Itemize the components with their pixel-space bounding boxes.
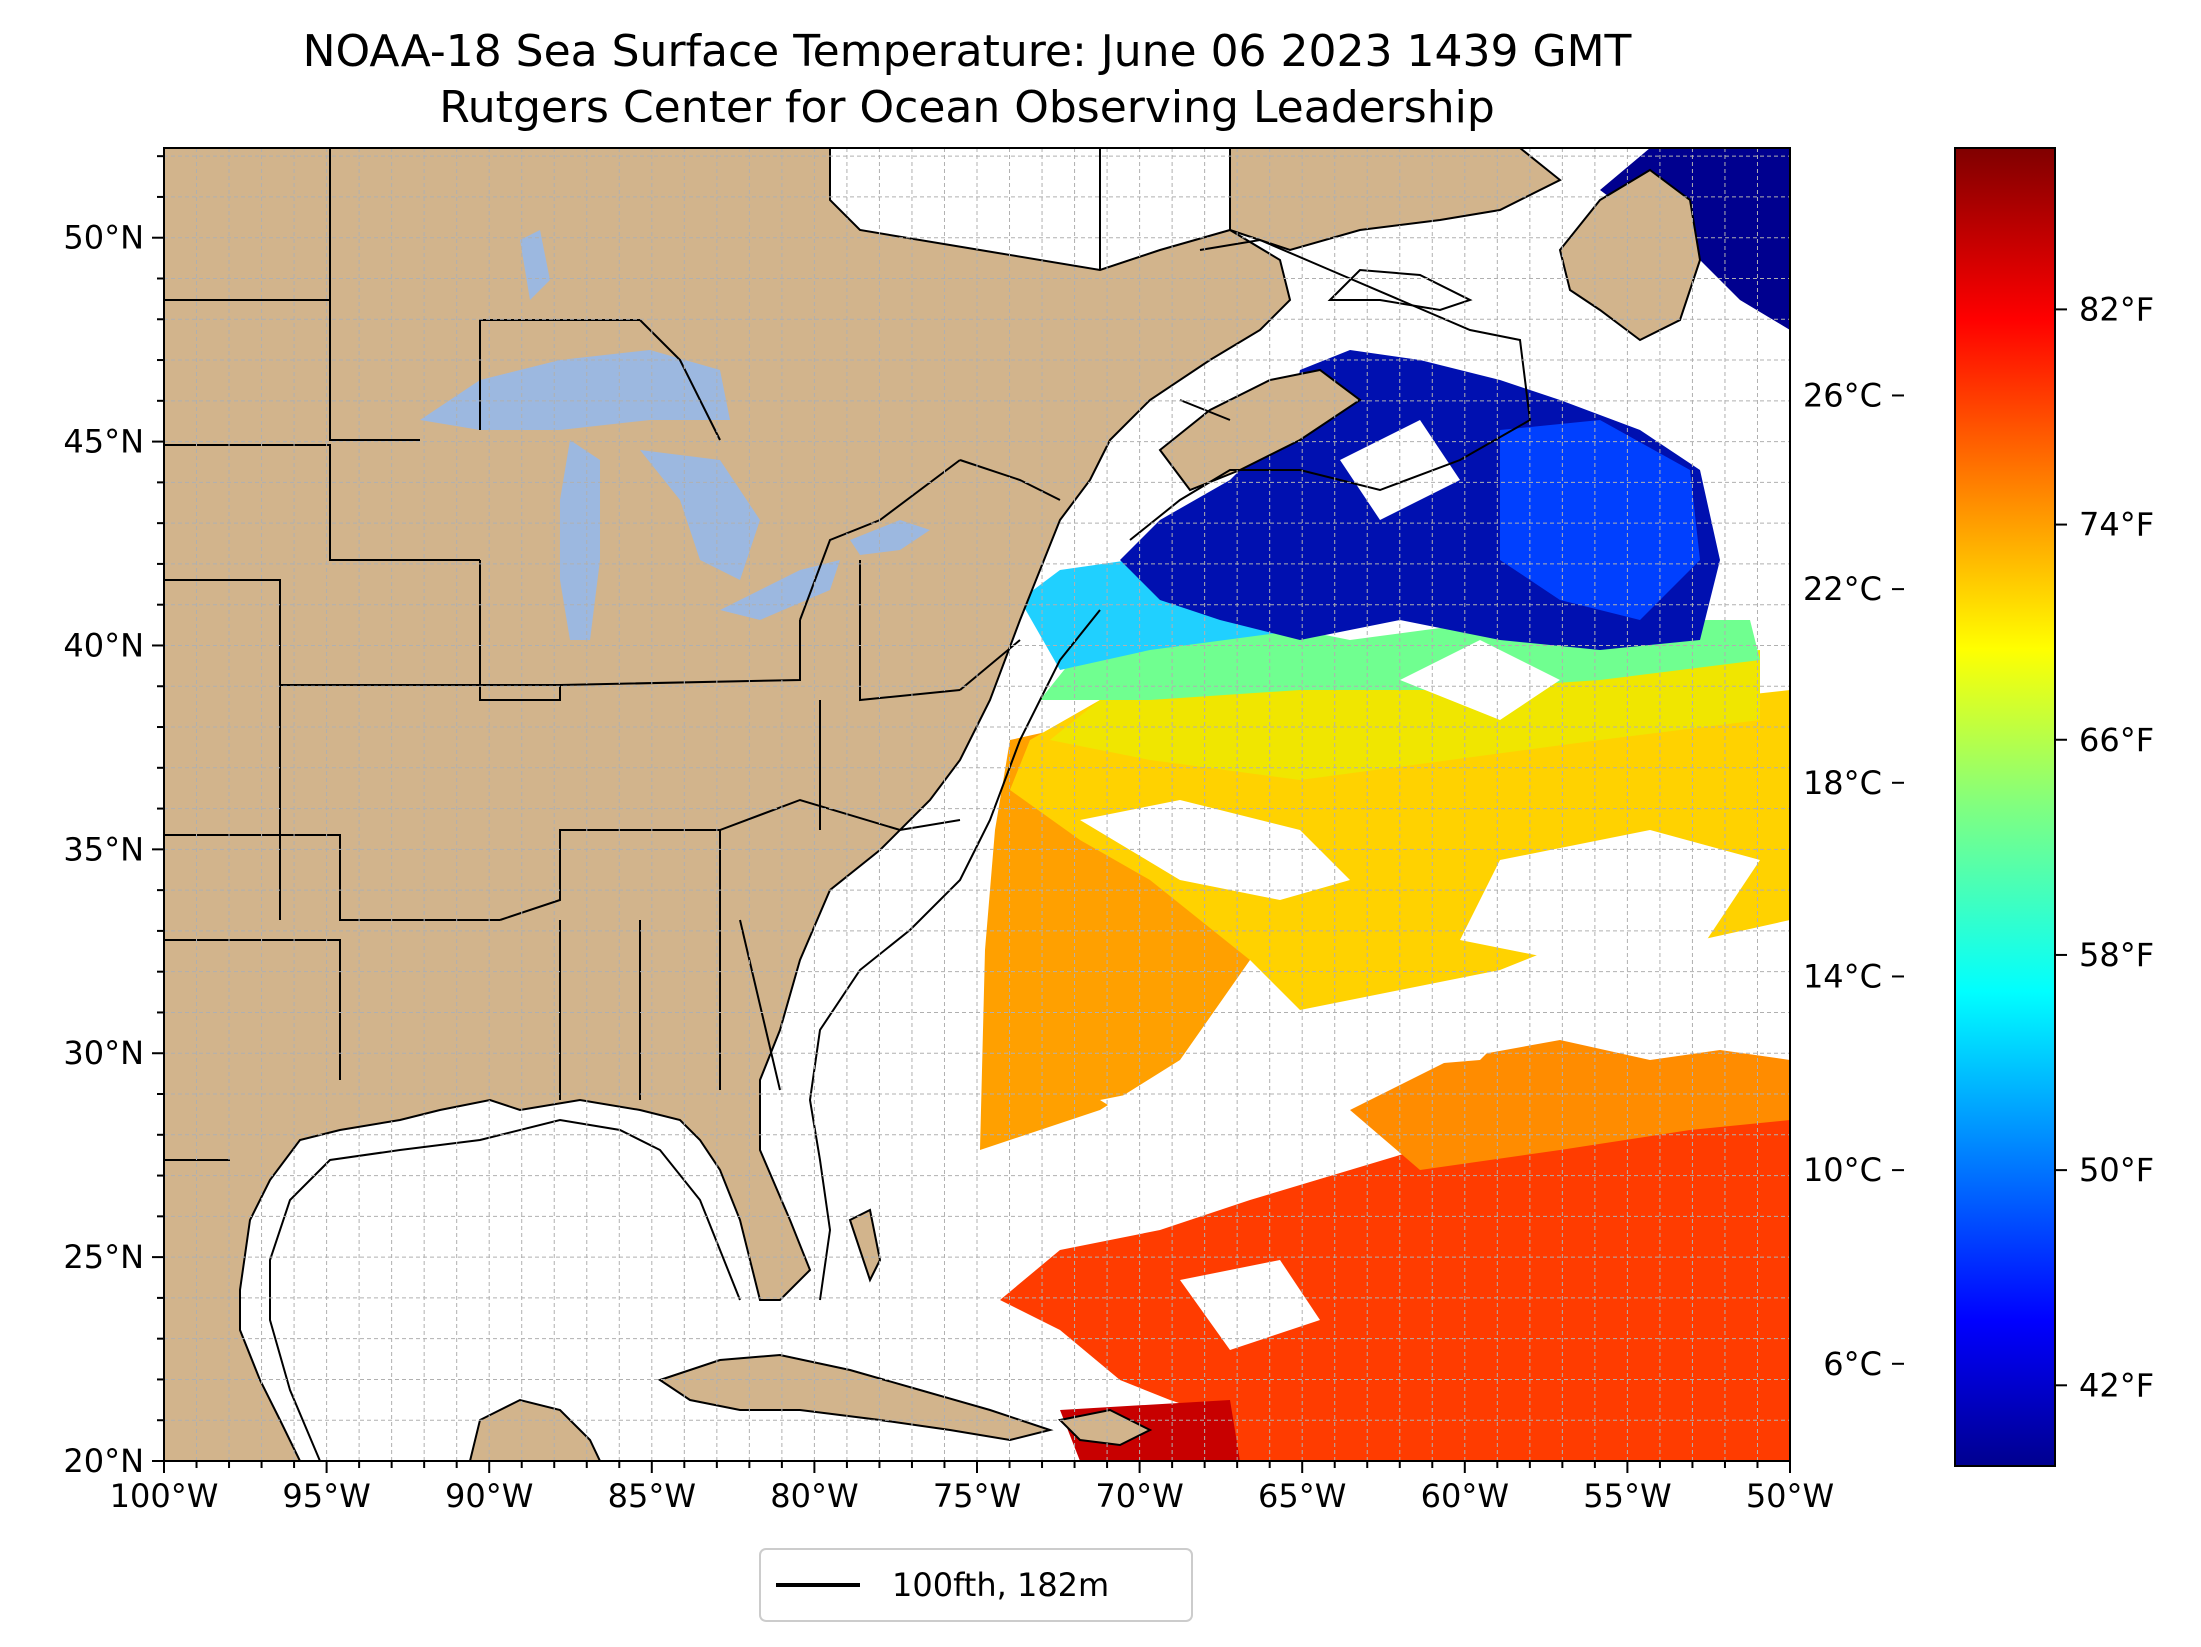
graticule	[164, 148, 1790, 1461]
lon-tick-label: 75°W	[933, 1477, 1021, 1515]
latitude-axis: 20°N 25°N 30°N 35°N 40°N 45°N 50°N	[63, 155, 164, 1480]
legend-isobath-label: 100fth, 182m	[892, 1566, 1109, 1604]
colorbar-f-label: 66°F	[2079, 721, 2154, 759]
map-title: NOAA-18 Sea Surface Temperature: June 06…	[303, 26, 1632, 77]
colorbar-f-label: 50°F	[2079, 1151, 2154, 1189]
map-area	[164, 148, 1790, 1461]
colorbar-gradient	[1954, 147, 2056, 1467]
lon-tick-label: 90°W	[445, 1477, 533, 1515]
longitude-axis: 100°W 95°W 90°W 85°W 80°W 75°W 70°W 65°W 60°W 55°…	[110, 1461, 1834, 1515]
sst-cyan-band	[1020, 560, 1300, 670]
colorbar-c-label: 18°C	[1803, 764, 1882, 802]
lon-tick-label: 65°W	[1258, 1477, 1346, 1515]
lat-tick-label: 25°N	[63, 1238, 144, 1276]
colorbar-c-label: 26°C	[1803, 376, 1882, 414]
lake-winnipeg-edge	[520, 230, 550, 300]
lon-tick-label: 50°W	[1746, 1477, 1834, 1515]
lat-tick-label: 35°N	[63, 830, 144, 868]
great-lakes	[420, 230, 930, 640]
lake-erie	[720, 560, 840, 620]
sst-blue-patch	[1500, 420, 1700, 620]
colorbar-celsius-ticks: 6°C 10°C 14°C 18°C 22°C 26°C	[1803, 376, 1904, 1383]
land-cuba	[657, 1353, 1054, 1442]
lon-tick-label: 80°W	[770, 1477, 858, 1515]
colorbar-c-label: 10°C	[1803, 1151, 1882, 1189]
sst-orange-band	[1350, 1040, 1790, 1170]
lat-tick-label: 20°N	[63, 1442, 144, 1480]
map-subtitle: Rutgers Center for Ocean Observing Leade…	[439, 82, 1495, 133]
lake-superior	[420, 350, 730, 430]
map-legend: 100fth, 182m	[759, 1548, 1193, 1622]
lat-tick-label: 45°N	[63, 423, 144, 461]
lat-tick-label: 40°N	[63, 626, 144, 664]
colorbar-f-label: 42°F	[2079, 1366, 2154, 1404]
land-labrador	[1229, 148, 1562, 252]
lat-tick-label: 50°N	[63, 219, 144, 257]
lon-tick-label: 55°W	[1583, 1477, 1671, 1515]
land-hispaniola	[1057, 1408, 1153, 1447]
lon-tick-label: 100°W	[110, 1477, 219, 1515]
land-bahamas	[848, 1208, 882, 1283]
lon-tick-label: 95°W	[282, 1477, 370, 1515]
political-borders	[164, 148, 1231, 1161]
lat-tick-label: 30°N	[63, 1034, 144, 1072]
colorbar-c-label: 6°C	[1823, 1345, 1882, 1383]
lake-ontario	[850, 520, 930, 555]
colorbar-f-label: 82°F	[2079, 290, 2154, 328]
lon-tick-label: 60°W	[1421, 1477, 1509, 1515]
colorbar-c-label: 22°C	[1803, 570, 1882, 608]
sst-warm-region	[1000, 1090, 1790, 1461]
lake-michigan	[560, 440, 600, 640]
colorbar-f-label: 74°F	[2079, 506, 2154, 544]
lon-tick-label: 85°W	[608, 1477, 696, 1515]
lon-tick-label: 70°W	[1095, 1477, 1183, 1515]
sst-yellow-upper	[1050, 650, 1760, 780]
colorbar-f-label: 58°F	[2079, 936, 2154, 974]
colorbar-fahrenheit-ticks: 42°F 50°F 58°F 66°F 74°F 82°F	[2055, 290, 2154, 1404]
colorbar-c-label: 14°C	[1803, 957, 1882, 995]
colorbar: 6°C 10°C 14°C 18°C 22°C 26°C 42°F 50°F 58°F 66°F…	[1803, 147, 2154, 1467]
